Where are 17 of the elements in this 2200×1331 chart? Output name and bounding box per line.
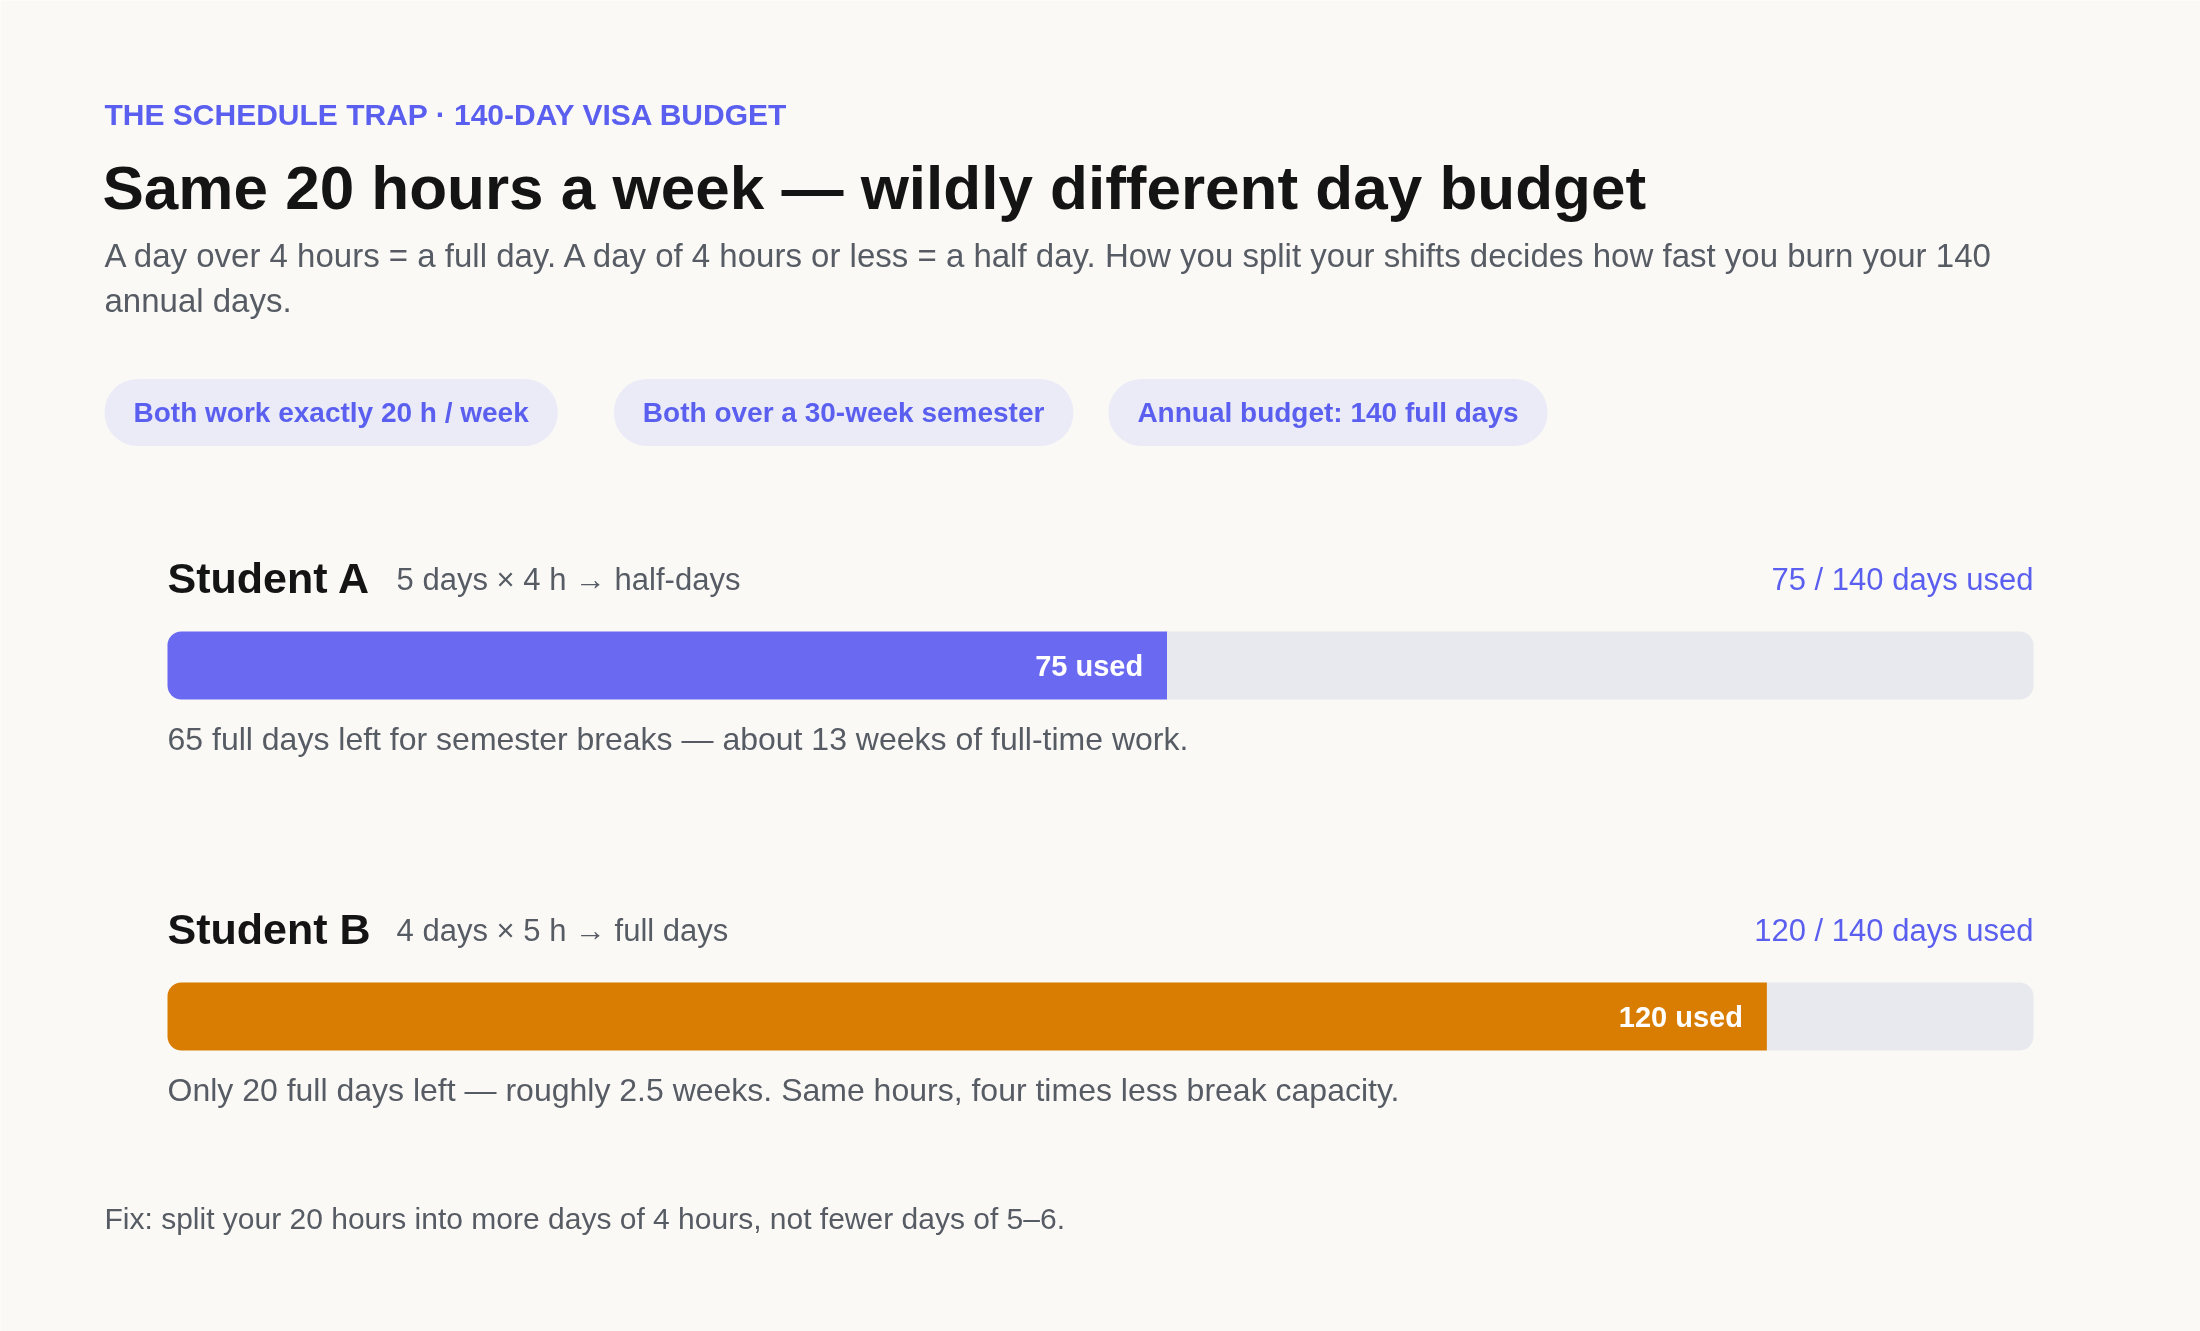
annotation: 4 days × 5 h → full days <box>396 913 729 948</box>
text: Fix: split your 20 hours into more days of 4 hours, not fewer days of 5–6. <box>104 1202 1065 1235</box>
y-tick-label: Student A <box>167 553 369 602</box>
annotation: 5 days × 4 h → half-days <box>396 562 741 597</box>
annotation: 65 full days left for semester breaks — about 13 weeks of full-time work. <box>167 720 1189 757</box>
annotation: Both over a 30-week semester <box>642 397 1045 428</box>
annotation: Annual budget: 140 full days <box>1137 397 1519 428</box>
y-tick-label: Student B <box>167 904 371 953</box>
data-label: 120 used <box>1618 1000 1743 1033</box>
annotation: Only 20 full days left — roughly 2.5 weeks. Same hours, four times less break capacity. <box>167 1071 1400 1108</box>
chart-subtitle: A day over 4 hours = a full day. A day of 4 hours or less = a half day. How you split your shifts decides how fast you burn your 140 annual days. <box>104 236 1991 320</box>
data-label: 75 used <box>1035 649 1144 682</box>
annotation: Both work exactly 20 h / week <box>133 397 530 428</box>
annotation: 120 / 140 days used <box>1754 913 2034 948</box>
chart-title: Same 20 hours a week — wildly different day budget <box>102 153 1647 222</box>
annotation: 75 / 140 days used <box>1771 562 2034 597</box>
text: THE SCHEDULE TRAP · 140-DAY VISA BUDGET <box>104 98 787 131</box>
